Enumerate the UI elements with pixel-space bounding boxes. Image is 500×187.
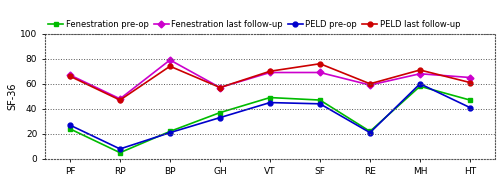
Fenestration last follow-up bbox=[167, 59, 173, 61]
PELD last follow-up bbox=[317, 63, 323, 65]
Fenestration pre-op bbox=[167, 130, 173, 133]
Fenestration pre-op bbox=[367, 130, 373, 133]
PELD pre-op bbox=[467, 106, 473, 109]
Fenestration last follow-up bbox=[317, 71, 323, 74]
PELD pre-op bbox=[317, 103, 323, 105]
PELD pre-op bbox=[67, 124, 73, 126]
PELD last follow-up bbox=[367, 83, 373, 85]
Fenestration pre-op bbox=[117, 151, 123, 154]
Line: PELD last follow-up: PELD last follow-up bbox=[68, 61, 472, 102]
PELD last follow-up bbox=[467, 81, 473, 84]
PELD pre-op bbox=[117, 148, 123, 150]
PELD last follow-up bbox=[267, 70, 273, 72]
Fenestration last follow-up bbox=[117, 98, 123, 100]
Fenestration pre-op bbox=[217, 111, 223, 114]
Fenestration last follow-up bbox=[367, 84, 373, 86]
Line: Fenestration pre-op: Fenestration pre-op bbox=[68, 84, 472, 155]
Fenestration last follow-up bbox=[267, 71, 273, 74]
Fenestration last follow-up bbox=[217, 86, 223, 89]
Fenestration pre-op bbox=[417, 85, 423, 87]
PELD pre-op bbox=[417, 83, 423, 85]
PELD pre-op bbox=[267, 101, 273, 104]
PELD pre-op bbox=[167, 131, 173, 134]
PELD last follow-up bbox=[417, 69, 423, 71]
PELD pre-op bbox=[367, 131, 373, 134]
Fenestration pre-op bbox=[267, 96, 273, 99]
PELD last follow-up bbox=[167, 65, 173, 67]
Fenestration last follow-up bbox=[417, 73, 423, 75]
PELD pre-op bbox=[217, 117, 223, 119]
PELD last follow-up bbox=[117, 99, 123, 101]
Legend: Fenestration pre-op, Fenestration last follow-up, PELD pre-op, PELD last follow-: Fenestration pre-op, Fenestration last f… bbox=[45, 17, 464, 32]
PELD last follow-up bbox=[217, 86, 223, 89]
Line: Fenestration last follow-up: Fenestration last follow-up bbox=[68, 58, 472, 101]
Fenestration pre-op bbox=[467, 99, 473, 101]
Y-axis label: SF-36: SF-36 bbox=[8, 82, 18, 110]
Fenestration last follow-up bbox=[467, 76, 473, 79]
PELD last follow-up bbox=[67, 75, 73, 77]
Fenestration pre-op bbox=[317, 99, 323, 101]
Fenestration pre-op bbox=[67, 128, 73, 130]
Line: PELD pre-op: PELD pre-op bbox=[68, 81, 472, 151]
Fenestration last follow-up bbox=[67, 74, 73, 76]
